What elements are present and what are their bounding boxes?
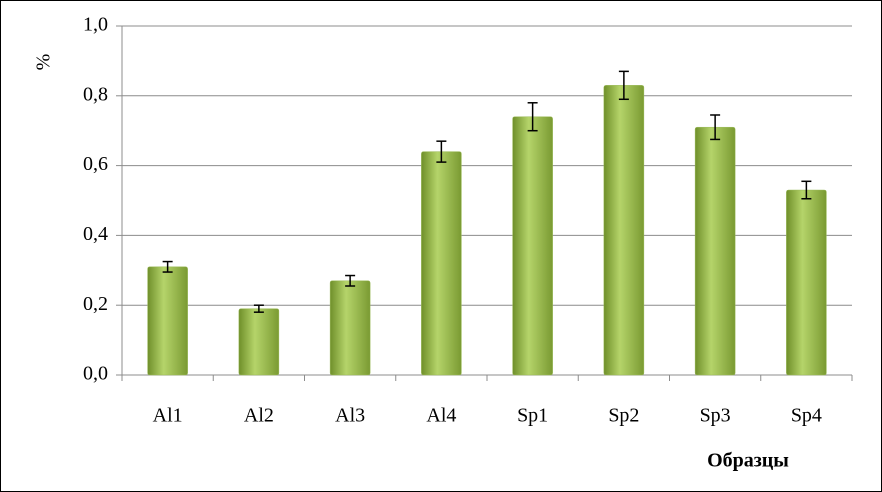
- bar: [694, 126, 736, 376]
- x-axis-title: Образцы: [707, 450, 789, 472]
- bar: [329, 280, 371, 376]
- y-tick-label: 0,2: [83, 293, 108, 315]
- x-tick-label: Sp2: [608, 405, 639, 427]
- x-tick-label: Al1: [153, 405, 183, 427]
- y-tick-label: 0,0: [83, 363, 108, 385]
- y-tick-label: 0,8: [83, 83, 108, 105]
- x-tick-label: Sp4: [791, 405, 822, 427]
- bar: [421, 151, 462, 376]
- x-tick-label: Al4: [426, 405, 456, 427]
- bar: [238, 308, 280, 376]
- bar: [786, 189, 827, 376]
- bar: [512, 116, 553, 376]
- bar: [603, 85, 645, 376]
- y-tick-label: 0,4: [83, 223, 108, 245]
- y-tick-label: 1,0: [83, 14, 108, 36]
- bar: [147, 266, 188, 376]
- x-tick-label: Al3: [335, 405, 365, 427]
- x-tick-label: Sp1: [517, 405, 548, 427]
- x-tick-label: Sp3: [700, 405, 731, 427]
- y-axis-title: %: [33, 54, 55, 71]
- x-tick-label: Al2: [244, 405, 274, 427]
- y-tick-label: 0,6: [83, 153, 108, 175]
